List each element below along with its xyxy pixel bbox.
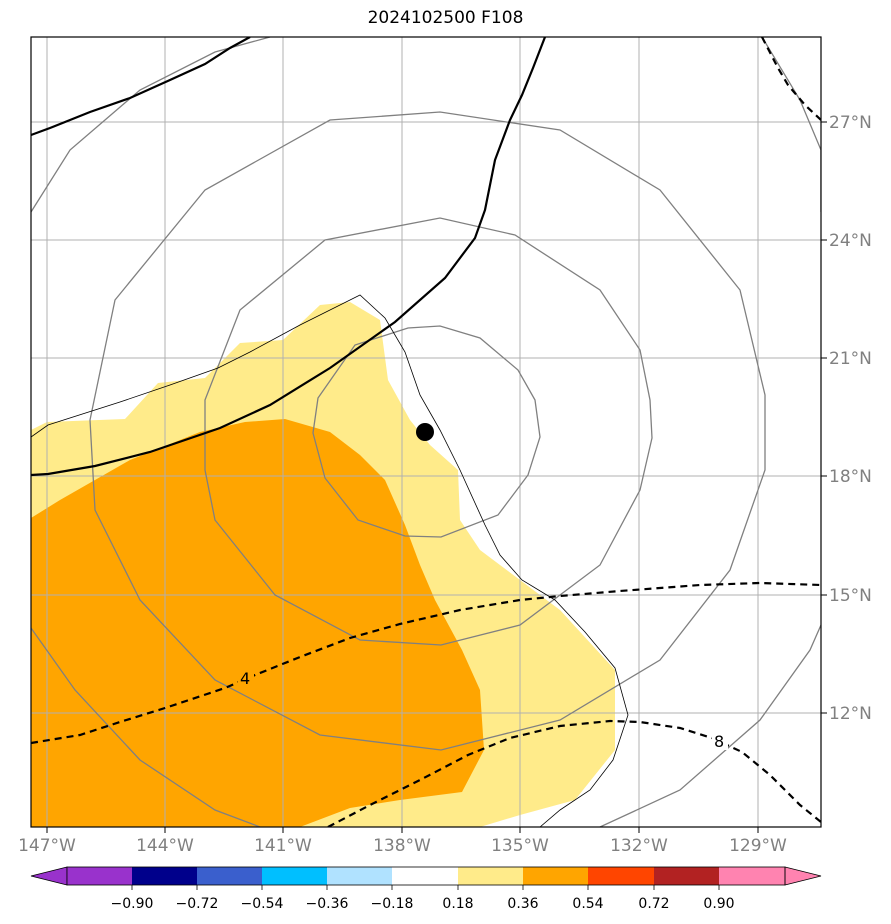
colorbar-tick: −0.72 <box>176 896 219 912</box>
lon-tick-marks <box>46 121 827 833</box>
colorbar-segment <box>67 867 132 885</box>
lon-label: 129°W <box>729 836 787 856</box>
lat-label: 12°N <box>829 704 872 724</box>
colorbar-segment <box>654 867 719 885</box>
lat-label: 18°N <box>829 467 872 487</box>
colorbar-segment <box>458 867 523 885</box>
contour-label-4: 4 <box>240 669 250 688</box>
contour-label-8: 8 <box>714 732 724 751</box>
colorbar-segment <box>132 867 197 885</box>
map-title: 2024102500 F108 <box>367 8 524 28</box>
colorbar-tick: 0.18 <box>442 896 473 912</box>
colorbar-tick: −0.54 <box>241 896 284 912</box>
colorbar-segment <box>588 867 654 885</box>
grid-lines <box>31 37 821 827</box>
colorbar-segment <box>392 867 458 885</box>
storm-center-marker <box>416 423 434 441</box>
lat-label: 27°N <box>829 113 872 133</box>
colorbar-low-extension <box>30 866 68 886</box>
field-dark-region <box>31 419 484 827</box>
colorbar-segment <box>523 867 588 885</box>
colorbar-high-extension <box>784 866 822 886</box>
colorbar-tick: 0.90 <box>703 896 734 912</box>
dashed-contours <box>31 37 821 827</box>
lon-label: 138°W <box>373 836 431 856</box>
colorbar-tick: −0.36 <box>306 896 349 912</box>
colorbar-segment <box>262 867 327 885</box>
colorbar-tick: −0.90 <box>111 896 154 912</box>
solid-contours <box>31 37 547 477</box>
lon-label: 135°W <box>491 836 549 856</box>
colorbar-tick: 0.36 <box>507 896 538 912</box>
colorbar-segment <box>197 867 262 885</box>
colorbar-tick: 0.72 <box>638 896 669 912</box>
colorbar-segment <box>327 867 392 885</box>
colorbar-tick: −0.18 <box>371 896 414 912</box>
lon-label: 132°W <box>610 836 668 856</box>
map-area: 4 8 <box>31 37 821 827</box>
map-frame <box>30 36 822 828</box>
lat-label: 15°N <box>829 586 872 606</box>
colorbar-segment <box>719 867 785 885</box>
lon-label: 147°W <box>18 836 76 856</box>
lat-label: 24°N <box>829 231 872 251</box>
thin-contour <box>31 294 629 827</box>
colorbar: −0.90 −0.72 −0.54 −0.36 −0.18 0.18 0.36 … <box>30 866 822 912</box>
lon-label: 144°W <box>136 836 194 856</box>
lat-label: 21°N <box>829 349 872 369</box>
lon-label: 141°W <box>254 836 312 856</box>
colorbar-tick: 0.54 <box>572 896 603 912</box>
